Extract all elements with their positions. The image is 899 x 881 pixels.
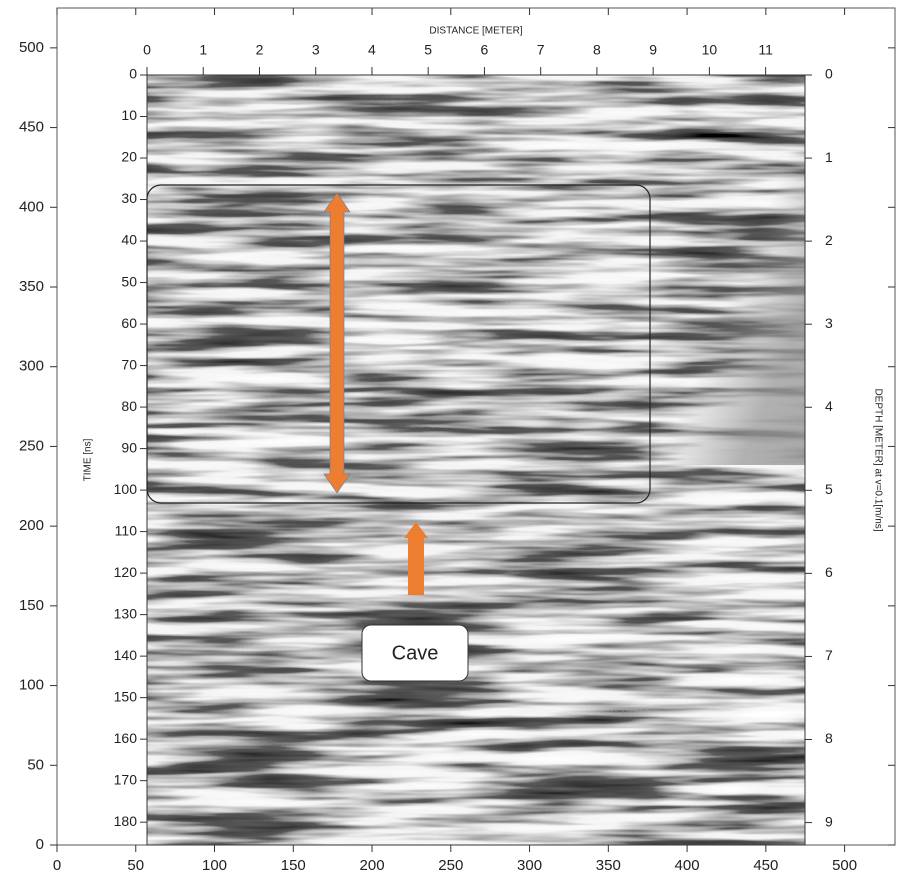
time-tick-label: 100 xyxy=(114,481,138,497)
depth-tick-label: 6 xyxy=(825,564,833,580)
depth-tick-label: 9 xyxy=(825,813,833,829)
y-tick-label: 350 xyxy=(19,278,44,295)
time-tick-label: 10 xyxy=(121,107,137,123)
y-tick-label: 100 xyxy=(19,677,44,694)
depth-tick-label: 4 xyxy=(825,398,833,414)
time-tick-label: 120 xyxy=(114,564,138,580)
annotation-box xyxy=(361,624,469,682)
y-tick-label: 300 xyxy=(19,358,44,375)
depth-tick-label: 7 xyxy=(825,647,833,663)
time-tick-label: 60 xyxy=(121,315,137,331)
distance-tick-label: 0 xyxy=(143,42,151,58)
y-tick-label: 50 xyxy=(27,756,44,773)
depth-tick-label: 2 xyxy=(825,232,833,248)
distance-tick-label: 11 xyxy=(758,42,773,58)
depth-tick-label: 8 xyxy=(825,730,833,746)
depth-tick-label: 3 xyxy=(825,315,833,331)
time-tick-label: 80 xyxy=(121,398,137,414)
x-tick-label: 200 xyxy=(360,857,385,874)
highlight-box xyxy=(146,184,651,504)
distance-tick-label: 9 xyxy=(649,42,657,58)
time-tick-label: 130 xyxy=(114,605,138,621)
x-tick-label: 500 xyxy=(832,857,857,874)
y-tick-label: 0 xyxy=(36,836,44,853)
y-tick-label: 250 xyxy=(19,437,44,454)
x-tick-label: 350 xyxy=(596,857,621,874)
x-tick-label: 0 xyxy=(53,857,61,874)
distance-tick-label: 1 xyxy=(199,42,207,58)
annotation: Cave xyxy=(392,642,439,664)
depth-tick-label: 5 xyxy=(825,481,833,497)
time-tick-label: 40 xyxy=(121,232,137,248)
time-tick-label: 170 xyxy=(114,771,138,787)
distance-tick-label: 10 xyxy=(702,42,718,58)
y-tick-label: 200 xyxy=(19,517,44,534)
y-tick-label: 150 xyxy=(19,597,44,614)
distance-tick-label: 8 xyxy=(593,42,601,58)
y-tick-label: 400 xyxy=(19,198,44,215)
distance-axis-label: DISTANCE [METER] xyxy=(429,26,522,37)
time-tick-label: 90 xyxy=(121,439,137,455)
time-tick-label: 140 xyxy=(114,647,138,663)
time-tick-label: 150 xyxy=(114,688,138,704)
distance-tick-label: 6 xyxy=(481,42,489,58)
time-tick-label: 110 xyxy=(115,522,138,538)
distance-tick-label: 5 xyxy=(424,42,432,58)
x-tick-label: 450 xyxy=(753,857,778,874)
x-tick-label: 250 xyxy=(438,857,463,874)
radargram-fade xyxy=(640,75,805,465)
time-tick-label: 20 xyxy=(121,149,137,165)
time-tick-label: 160 xyxy=(114,730,138,746)
x-tick-label: 300 xyxy=(517,857,542,874)
depth-axis-label: DEPTH [METER] at v=0.1[m/ns] xyxy=(872,388,883,531)
depth-tick-label: 0 xyxy=(825,66,833,82)
time-tick-label: 30 xyxy=(121,190,137,206)
distance-tick-label: 4 xyxy=(368,42,376,58)
time-tick-label: 70 xyxy=(121,356,137,372)
time-tick-label: 180 xyxy=(114,813,138,829)
distance-tick-label: 3 xyxy=(312,42,320,58)
y-tick-label: 450 xyxy=(19,119,44,136)
x-tick-label: 50 xyxy=(127,857,144,874)
up-arrow xyxy=(404,522,428,595)
distance-tick-label: 7 xyxy=(537,42,545,58)
x-tick-label: 400 xyxy=(675,857,700,874)
x-tick-label: 100 xyxy=(202,857,227,874)
time-tick-label: 50 xyxy=(121,273,137,289)
time-axis-label: TIME [ns] xyxy=(83,438,94,481)
distance-tick-label: 2 xyxy=(256,42,264,58)
x-tick-label: 150 xyxy=(281,857,306,874)
double-arrow xyxy=(323,192,351,494)
time-tick-label: 0 xyxy=(129,66,137,82)
y-tick-label: 500 xyxy=(19,39,44,56)
depth-tick-label: 1 xyxy=(825,149,833,165)
